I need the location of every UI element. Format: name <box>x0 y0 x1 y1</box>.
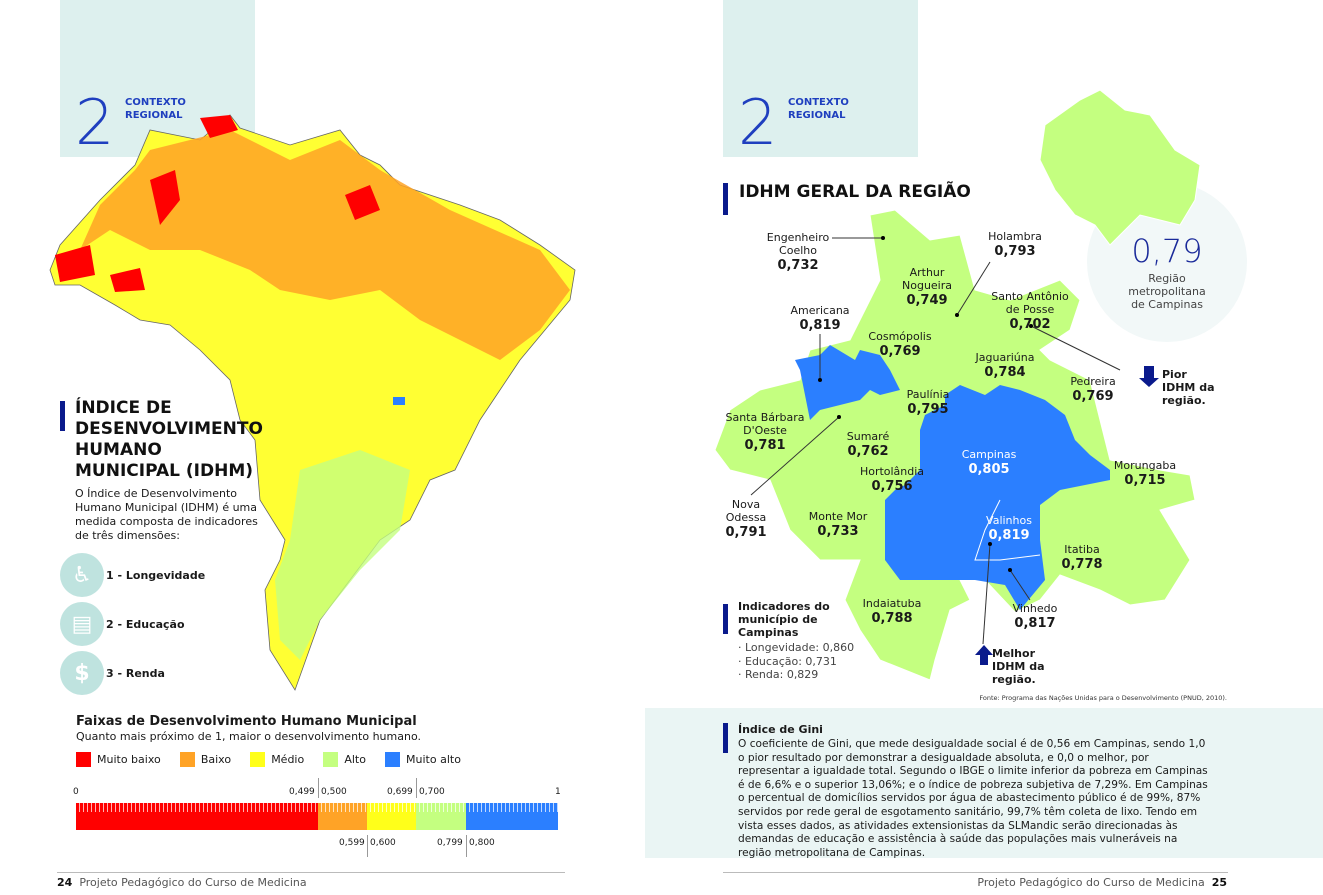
label-valinhos: Valinhos 0,819 <box>986 514 1032 543</box>
label-pedreira: Pedreira 0,769 <box>1070 375 1116 404</box>
tick-0: 0 <box>73 787 79 797</box>
label-campinas: Campinas 0,805 <box>961 448 1017 477</box>
campinas-area <box>885 385 1110 610</box>
scale-segment-muito-alto <box>466 803 558 830</box>
footer-right: Projeto Pedagógico do Curso de Medicina … <box>977 876 1227 889</box>
tick-0499: 0,499 <box>289 787 315 797</box>
scale-subtitle: Quanto mais próximo de 1, maior o desenv… <box>76 730 421 743</box>
tick-0700: 0,700 <box>419 787 445 797</box>
legend-alto: Alto <box>323 752 366 767</box>
scale-legend: Muito baixo Baixo Médio Alto Muito alto <box>76 752 475 771</box>
worst-idhm-note: Pior IDHM da região. <box>1162 368 1215 407</box>
legend-muito-baixo: Muito baixo <box>76 752 161 767</box>
footer-left: 24 Projeto Pedagógico do Curso de Medici… <box>57 876 307 889</box>
tick-0599: 0,599 <box>339 838 365 848</box>
label-jaguariuna: Jaguariúna 0,784 <box>975 351 1035 380</box>
label-americana: Americana 0,819 <box>790 304 850 333</box>
region-idhm-label: Região metropolitana de Campinas <box>1128 272 1206 311</box>
label-indaiatuba: Indaiatuba 0,788 <box>862 597 922 626</box>
label-holambra: Holambra 0,793 <box>988 230 1042 259</box>
section-title: CONTEXTO REGIONAL <box>125 97 186 121</box>
label-santa-barbara: Santa Bárbara D'Oeste 0,781 <box>725 411 805 453</box>
label-itatiba: Itatiba 0,778 <box>1061 543 1103 572</box>
best-arrow-icon <box>975 645 993 665</box>
idhm-intro: O Índice de Desenvolvimento Humano Munic… <box>75 487 258 542</box>
label-engenheiro-coelho: Engenheiro Coelho 0,732 <box>766 231 830 273</box>
dollar-icon: $ <box>60 651 104 695</box>
brazil-idhm-map <box>49 114 576 691</box>
idhm-heading: ÍNDICE DE DESENVOLVIMENTO HUMANO MUNICIP… <box>75 398 263 481</box>
heading-accent-bar <box>60 401 65 431</box>
scale-title: Faixas de Desenvolvimento Humano Municip… <box>76 714 417 729</box>
label-nova-odessa: Nova Odessa 0,791 <box>725 498 767 540</box>
dimension-renda: 3 - Renda <box>106 667 165 680</box>
tick-1: 1 <box>555 787 561 797</box>
region-heading: IDHM GERAL DA REGIÃO <box>739 182 971 202</box>
indicator-renda: · Renda: 0,829 <box>738 668 819 681</box>
scale-segment-muito-baixo <box>76 803 318 830</box>
worst-arrow-icon <box>1139 366 1159 387</box>
label-hortolandia: Hortolândia 0,756 <box>859 465 925 494</box>
label-sumare: Sumaré 0,762 <box>846 430 890 459</box>
tick-0799: 0,799 <box>437 838 463 848</box>
indicators-list: · Longevidade: 0,860 · Educação: 0,731 ·… <box>738 641 854 682</box>
label-paulinia: Paulínia 0,795 <box>906 388 950 417</box>
label-santo-antonio-de-posse: Santo Antônio de Posse 0,702 <box>991 290 1069 332</box>
gini-text: O coeficiente de Gini, que mede desigual… <box>738 738 1208 859</box>
indicator-educacao: · Educação: 0,731 <box>738 654 837 668</box>
label-cosmopolis: Cosmópolis 0,769 <box>868 330 932 359</box>
indicators-title: Indicadores do município de Campinas <box>738 600 830 639</box>
tick-0800: 0,800 <box>469 838 495 848</box>
section-number: 2 <box>75 86 115 159</box>
label-monte-mor: Monte Mor 0,733 <box>808 510 868 539</box>
indicator-longevidade: · Longevidade: 0,860 <box>738 641 855 654</box>
section-header-box-right <box>723 0 918 157</box>
legend-baixo: Baixo <box>179 752 231 767</box>
north-orange <box>80 130 570 360</box>
section-number-right: 2 <box>738 86 778 159</box>
source-note: Fonte: Programa das Nações Unidas para o… <box>979 694 1227 702</box>
tick-0699: 0,699 <box>387 787 413 797</box>
dimension-longevidade: 1 - Longevidade <box>106 569 206 582</box>
dimension-educacao: 2 - Educação <box>106 618 185 631</box>
scale-segment-baixo <box>318 803 367 830</box>
scale-segment-alto <box>416 803 466 830</box>
indicators-accent-bar <box>723 604 728 634</box>
elderly-person-icon: ♿ <box>60 553 104 597</box>
label-vinhedo: Vinhedo 0,817 <box>1012 602 1058 631</box>
south-green <box>275 450 410 660</box>
legend-muito-alto: Muito alto <box>385 752 461 767</box>
gini-title: Índice de Gini <box>738 723 823 736</box>
americana-area <box>795 345 900 420</box>
legend-medio: Médio <box>250 752 304 767</box>
section-title-right: CONTEXTO REGIONAL <box>788 97 849 121</box>
label-arthur-nogueira: Arthur Nogueira 0,749 <box>902 266 952 308</box>
region-idhm-value: 0,79 <box>1131 232 1203 270</box>
tick-0600: 0,600 <box>370 838 396 848</box>
gini-box <box>645 708 1323 858</box>
scale-segment-medio <box>367 803 416 830</box>
gini-accent-bar <box>723 723 728 753</box>
best-idhm-note: Melhor IDHM da região. <box>992 647 1045 686</box>
book-icon: ▤ <box>60 602 104 646</box>
label-morungaba: Morungaba 0,715 <box>1113 459 1177 488</box>
tick-0500: 0,500 <box>321 787 347 797</box>
heading-accent-bar-right <box>723 183 728 215</box>
campinas-region-map <box>714 89 1247 681</box>
metro-region-outline <box>1039 89 1201 246</box>
